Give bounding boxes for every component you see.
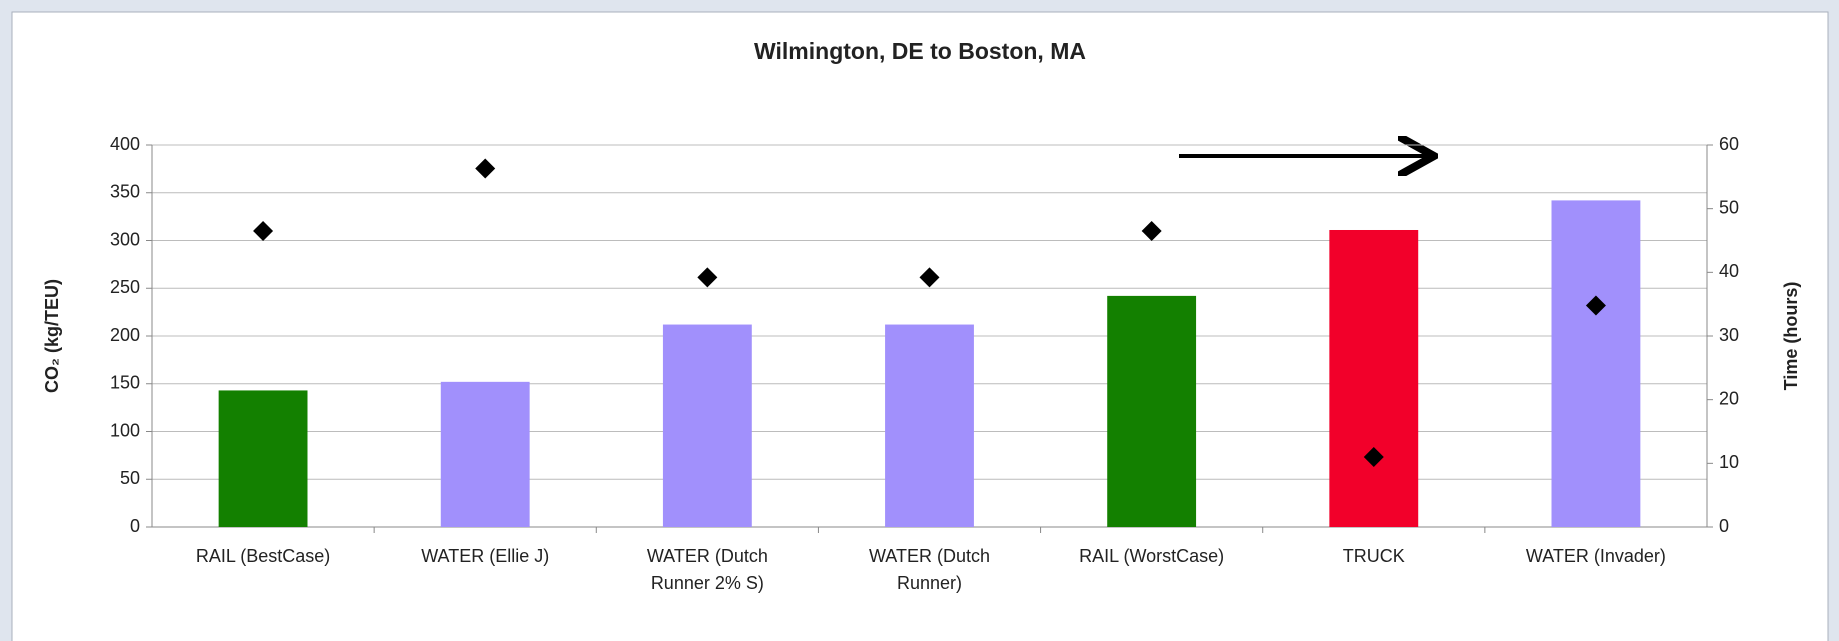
x-tick-label: RAIL (BestCase) — [195, 546, 331, 566]
diamond-marker — [919, 267, 940, 288]
x-tick-label: WATER (Dutch Runner) — [868, 546, 990, 593]
y-tick-label: 250 — [110, 277, 140, 297]
y2-tick-label: 60 — [1719, 134, 1739, 154]
y-tick-label: 200 — [110, 325, 140, 345]
y2-tick-label: 10 — [1719, 452, 1739, 472]
y2-tick-label: 40 — [1719, 261, 1739, 281]
bar — [1329, 229, 1419, 527]
bar — [1107, 295, 1197, 527]
y2-tick-label: 30 — [1719, 325, 1739, 345]
y-axis-label: CO₂ (kg/TEU) — [42, 279, 62, 393]
diamond-marker — [1585, 295, 1606, 316]
y-tick-label: 50 — [120, 468, 140, 488]
bar — [440, 381, 530, 527]
y-tick-label: 100 — [110, 420, 140, 440]
y-tick-label: 350 — [110, 182, 140, 202]
diamond-marker — [1141, 220, 1162, 241]
diamond-marker — [1363, 446, 1384, 467]
y-tick-label: 0 — [130, 516, 140, 536]
x-tick-label: RAIL (WorstCase) — [1079, 546, 1225, 566]
x-tick-label: WATER (Dutch Runner 2% S) — [646, 546, 768, 593]
x-tick-label: WATER (Invader) — [1525, 546, 1666, 566]
x-tick-label: WATER (Ellie J) — [421, 546, 550, 566]
y2-tick-label: 50 — [1719, 197, 1739, 217]
bar — [662, 324, 752, 527]
y2-tick-label: 0 — [1719, 516, 1729, 536]
y-tick-label: 150 — [110, 373, 140, 393]
diamond-marker — [253, 220, 274, 241]
y-tick-label: 400 — [110, 134, 140, 154]
diamond-marker — [697, 267, 718, 288]
bar — [218, 390, 308, 527]
diamond-marker — [475, 158, 496, 179]
y2-tick-label: 20 — [1719, 388, 1739, 408]
y-tick-label: 300 — [110, 229, 140, 249]
x-tick-label: TRUCK — [1342, 546, 1405, 566]
bar — [1551, 200, 1641, 527]
bar — [885, 324, 974, 527]
chart-title: Wilmington, DE to Boston, MA — [754, 38, 1086, 64]
y2-axis-label: Time (hours) — [1781, 282, 1801, 391]
